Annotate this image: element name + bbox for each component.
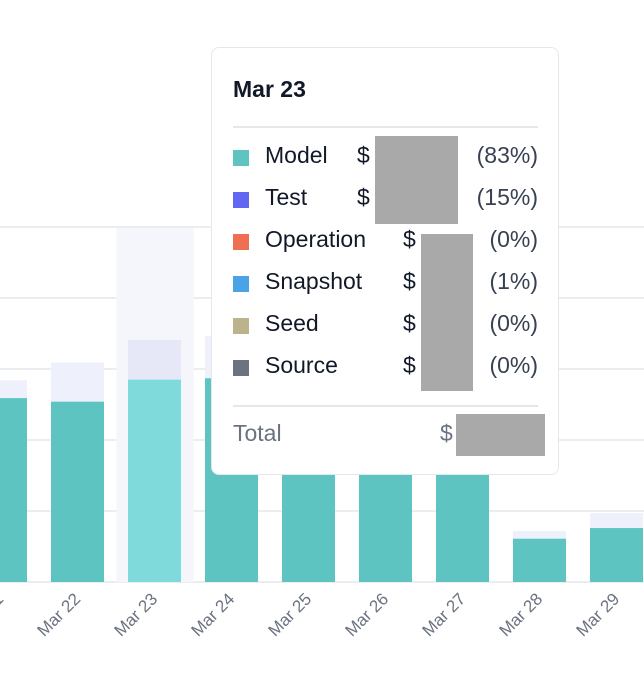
bar-model-mar-29[interactable] [590, 528, 643, 582]
row-percent: (0%) [489, 226, 538, 252]
x-tick-label: Mar 26 [341, 589, 392, 640]
x-tick-label: Mar 25 [264, 589, 315, 640]
tooltip-title: Mar 23 [233, 76, 306, 102]
tooltip-row-seed: Seed $ (0%) [233, 304, 538, 344]
bar-model-mar-22[interactable] [51, 401, 104, 582]
redaction-box [456, 414, 545, 456]
row-percent: (0%) [489, 310, 538, 336]
row-currency: $ [403, 310, 416, 336]
legend-swatch [233, 234, 249, 250]
bar-model-mar-23[interactable] [128, 379, 181, 582]
tooltip-row-snapshot: Snapshot $ (1%) [233, 262, 538, 302]
legend-swatch [233, 150, 249, 166]
row-currency: $ [403, 226, 416, 252]
row-currency: $ [403, 268, 416, 294]
tooltip-divider [233, 126, 538, 128]
row-label: Seed [265, 310, 319, 336]
bar-test-mar-29[interactable] [590, 513, 643, 529]
tooltip-row-operation: Operation $ (0%) [233, 220, 538, 260]
tooltip-row-source: Source $ (0%) [233, 346, 538, 386]
bar-test-mar-21[interactable] [0, 380, 27, 399]
x-tick-label: Mar 27 [418, 589, 469, 640]
row-percent: (83%) [476, 142, 538, 168]
row-currency: $ [357, 184, 370, 210]
row-percent: (0%) [489, 352, 538, 378]
x-tick-label: Mar 21 [0, 589, 7, 640]
redaction-box [375, 136, 458, 224]
tooltip-row-model: Model $ (83%) [233, 136, 538, 176]
tooltip-total-currency: $ [440, 420, 453, 446]
x-tick-label: Mar 29 [572, 589, 623, 640]
x-tick-label: Mar 28 [495, 589, 546, 640]
bar-model-mar-28[interactable] [513, 538, 566, 582]
x-tick-label: Mar 23 [110, 589, 161, 640]
tooltip-row-test: Test $ (15%) [233, 178, 538, 218]
row-percent: (15%) [476, 184, 538, 210]
row-label: Operation [265, 226, 367, 252]
row-label: Source [265, 352, 338, 378]
tooltip-divider [233, 405, 538, 407]
row-currency: $ [357, 142, 370, 168]
row-label: Model [265, 142, 328, 168]
legend-swatch [233, 276, 249, 292]
legend-swatch [233, 318, 249, 334]
row-currency: $ [403, 352, 416, 378]
chart-tooltip: Mar 23 Model $ (83%) Test $ (15%) Operat… [211, 47, 559, 475]
x-tick-label: Mar 24 [187, 589, 238, 640]
legend-swatch [233, 192, 249, 208]
legend-swatch [233, 360, 249, 376]
bar-test-mar-22[interactable] [51, 362, 104, 402]
row-label: Snapshot [265, 268, 363, 294]
row-percent: (1%) [489, 268, 538, 294]
redaction-box [421, 234, 473, 391]
bar-test-mar-28[interactable] [513, 530, 566, 539]
tooltip-total-label: Total [233, 420, 282, 446]
row-label: Test [265, 184, 308, 210]
bar-model-mar-21[interactable] [0, 398, 27, 582]
x-tick-label: Mar 22 [33, 589, 84, 640]
bar-test-mar-23[interactable] [128, 339, 181, 380]
